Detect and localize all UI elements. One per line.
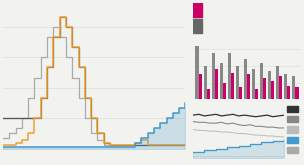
Bar	[239, 87, 242, 99]
Bar	[207, 89, 210, 99]
Bar	[236, 66, 239, 99]
Bar	[287, 126, 298, 133]
Bar	[279, 76, 282, 99]
Bar	[223, 82, 226, 99]
Bar	[271, 81, 275, 99]
Bar	[287, 147, 298, 153]
Bar	[287, 116, 298, 122]
Bar	[252, 69, 255, 99]
Bar	[193, 19, 202, 33]
Bar	[247, 74, 250, 99]
Bar	[244, 59, 247, 99]
Bar	[284, 74, 287, 99]
Bar	[228, 53, 231, 99]
Bar	[268, 71, 271, 99]
Bar	[276, 66, 279, 99]
Bar	[287, 106, 298, 112]
Bar	[199, 74, 202, 99]
Bar	[255, 89, 258, 99]
Bar	[215, 69, 218, 99]
Bar	[231, 73, 234, 99]
Bar	[203, 66, 207, 99]
Bar	[287, 136, 298, 143]
Bar	[292, 76, 295, 99]
Bar	[193, 3, 202, 16]
Bar	[212, 53, 215, 99]
Bar	[260, 63, 263, 99]
Bar	[195, 46, 199, 99]
Bar	[219, 63, 223, 99]
Bar	[295, 87, 299, 99]
Bar	[263, 78, 266, 99]
Bar	[287, 86, 291, 99]
